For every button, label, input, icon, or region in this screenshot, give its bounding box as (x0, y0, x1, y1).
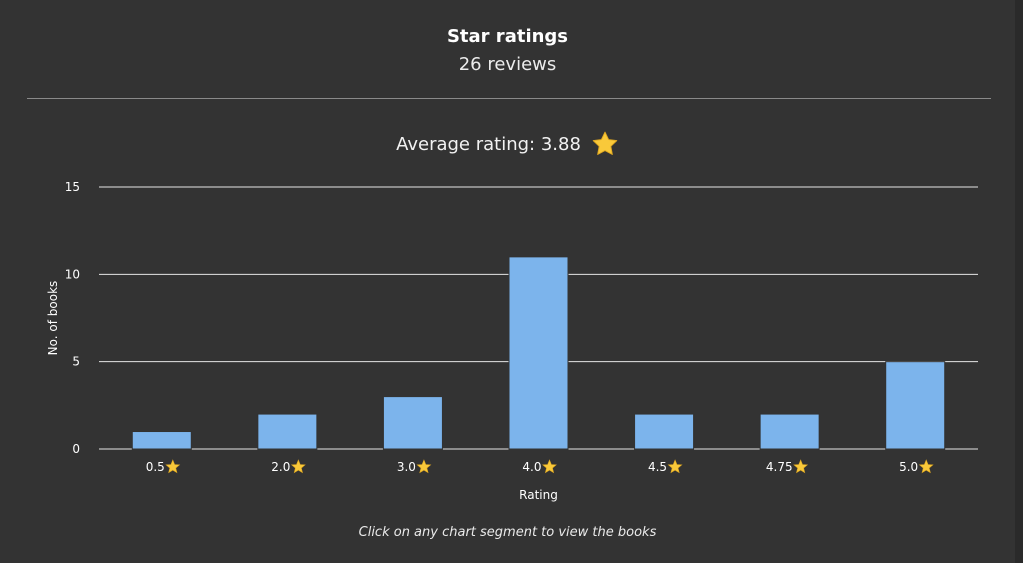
bar[interactable] (131, 431, 192, 450)
x-tick-label: 4.75 (766, 459, 809, 474)
x-tick-text: 0.5 (146, 460, 165, 474)
star-icon (416, 459, 432, 474)
star-icon (667, 459, 683, 474)
bar[interactable] (885, 361, 946, 450)
bar[interactable] (634, 413, 695, 450)
x-axis-label: Rating (519, 488, 558, 502)
star-icon (290, 459, 306, 474)
average-rating-label: Average rating: 3.88 (396, 133, 581, 155)
scroll-edge (1015, 0, 1023, 563)
review-count: 26 reviews (458, 54, 557, 75)
star-icon (918, 459, 934, 474)
bar-chart: 0 5 10 15 No. of books 0.5 2.0 3.0 4.0 4.5 4.75 5.0… (46, 180, 978, 502)
x-tick-label: 4.5 (648, 459, 683, 474)
y-tick-label: 0 (72, 442, 80, 456)
x-tick-text: 4.75 (766, 460, 793, 474)
star-icon (591, 130, 619, 158)
y-tick-label: 15 (65, 180, 80, 194)
x-tick-label: 5.0 (899, 459, 934, 474)
x-tick-text: 2.0 (271, 460, 290, 474)
x-tick-label: 2.0 (271, 459, 306, 474)
average-rating: Average rating: 3.88 (0, 130, 1015, 158)
x-tick-text: 3.0 (397, 460, 416, 474)
y-axis-label: No. of books (46, 281, 60, 356)
y-tick-label: 5 (72, 355, 80, 369)
x-tick-label: 3.0 (397, 459, 432, 474)
star-icon (165, 459, 181, 474)
bar[interactable] (508, 256, 569, 450)
star-icon (793, 459, 809, 474)
bar[interactable] (257, 413, 318, 450)
chart-hint: Click on any chart segment to view the b… (358, 525, 657, 540)
chart-title: Star ratings (446, 26, 569, 47)
star-icon (542, 459, 557, 474)
x-tick-text: 5.0 (899, 460, 918, 474)
y-tick-label: 10 (65, 267, 80, 281)
x-tick-text: 4.5 (648, 460, 667, 474)
bar[interactable] (382, 396, 443, 450)
x-tick-text: 4.0 (522, 460, 541, 474)
x-tick-label: 4.0 (522, 459, 557, 474)
x-tick-label: 0.5 (146, 459, 181, 474)
bar[interactable] (759, 413, 820, 450)
header-divider (27, 98, 991, 99)
